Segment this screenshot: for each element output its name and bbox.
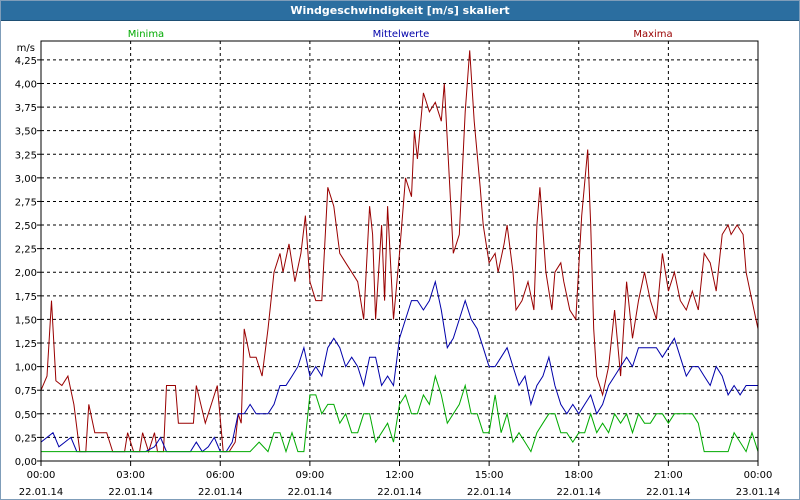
x-tick-date-label: 22.01.14	[556, 487, 601, 498]
y-tick-label: 3,00	[15, 174, 37, 185]
x-tick-time-label: 12:00	[385, 470, 414, 481]
y-tick-label: 2,25	[15, 245, 37, 256]
legend-mittelwerte: Mittelwerte	[373, 29, 430, 40]
y-tick-label: 1,00	[15, 363, 37, 374]
title-bar: Windgeschwindigkeit [m/s] skaliert	[1, 1, 799, 21]
x-tick-date-label: 23.01.14	[736, 487, 781, 498]
y-tick-label: 3,75	[15, 103, 37, 114]
y-tick-label: 0,00	[15, 457, 37, 468]
y-tick-label: 0,75	[15, 386, 37, 397]
x-tick-time-label: 00:00	[744, 470, 773, 481]
x-tick-date-label: 22.01.14	[377, 487, 422, 498]
y-tick-label: 1,50	[15, 315, 37, 326]
x-tick-date-label: 22.01.14	[467, 487, 512, 498]
plot-area-border	[40, 40, 759, 462]
axis-layer: 0,00 0,25 0,50 0,75 1,00 1,25 1,50 1,75 2,00 2,25…	[15, 40, 781, 498]
x-tick-date-label: 22.01.14	[646, 487, 691, 498]
series-layer	[40, 50, 759, 454]
y-tick-label: 0,50	[15, 410, 37, 421]
chart-svg: Minima Mittelwerte Maxima m/s 0,000,250,…	[15, 29, 781, 498]
y-tick-label: 1,25	[15, 339, 37, 350]
legend-minima: Minima	[128, 29, 164, 40]
series-line-minima	[41, 374, 759, 454]
y-tick-label: 2,00	[15, 268, 37, 279]
y-tick-label: 4,25	[15, 56, 37, 67]
y-tick-label: 4,00	[15, 79, 37, 90]
y-tick-label: 0,25	[15, 433, 37, 444]
y-tick-label: 2,50	[15, 221, 37, 232]
y-tick-label: 2,75	[15, 197, 37, 208]
x-tick-date-label: 22.01.14	[108, 487, 153, 498]
x-tick-time-label: 09:00	[295, 470, 324, 481]
x-tick-date-label: 22.01.14	[288, 487, 333, 498]
x-tick-date-label: 22.01.14	[198, 487, 243, 498]
y-axis-unit-label: m/s	[17, 43, 35, 54]
y-tick-label: 3,25	[15, 150, 37, 161]
x-tick-time-label: 06:00	[206, 470, 235, 481]
x-tick-date-label: 22.01.14	[19, 487, 64, 498]
legend-maxima: Maxima	[633, 29, 672, 40]
x-tick-time-label: 15:00	[475, 470, 504, 481]
x-tick-time-label: 00:00	[27, 470, 56, 481]
chart-title: Windgeschwindigkeit [m/s] skaliert	[290, 4, 510, 17]
x-tick-time-label: 21:00	[654, 470, 683, 481]
y-tick-label: 3,50	[15, 127, 37, 138]
x-tick-time-label: 18:00	[564, 470, 593, 481]
x-tick-time-label: 03:00	[116, 470, 145, 481]
y-tick-label: 1,75	[15, 292, 37, 303]
series-line-mittelwerte	[40, 279, 758, 453]
